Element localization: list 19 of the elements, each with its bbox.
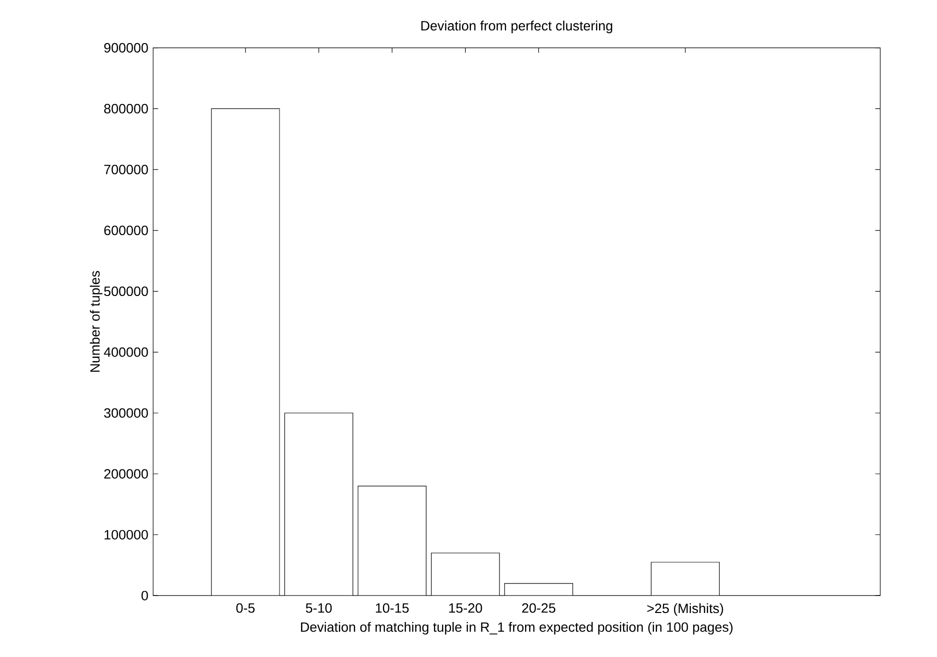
x-tick-label: >25 (Mishits) (647, 603, 724, 616)
y-tick-label: 900000 (104, 42, 148, 52)
y-tick-label: 0 (142, 590, 148, 600)
x-tick-label: 15-20 (449, 603, 482, 613)
x-tick-label: 5-10 (306, 603, 332, 613)
chart-title: Deviation from perfect clustering (421, 20, 612, 34)
y-tick-label: 800000 (104, 104, 148, 114)
x-tick-label: 10-15 (376, 603, 409, 613)
x-tick-label: 0-5 (236, 603, 255, 613)
y-tick-label: 500000 (104, 286, 148, 296)
x-tick-label: 20-25 (522, 603, 556, 613)
y-tick-label: 100000 (104, 530, 148, 540)
x-axis-title: Deviation of matching tuple in R_1 from expected position (in 100 pages) (301, 622, 733, 634)
y-axis-title: Number of tuples (90, 270, 102, 372)
y-tick-label: 200000 (104, 468, 148, 478)
y-tick-label: 700000 (104, 164, 148, 174)
y-tick-label: 300000 (104, 408, 148, 418)
y-tick-label: 600000 (104, 225, 148, 235)
y-tick-label: 400000 (104, 347, 148, 357)
